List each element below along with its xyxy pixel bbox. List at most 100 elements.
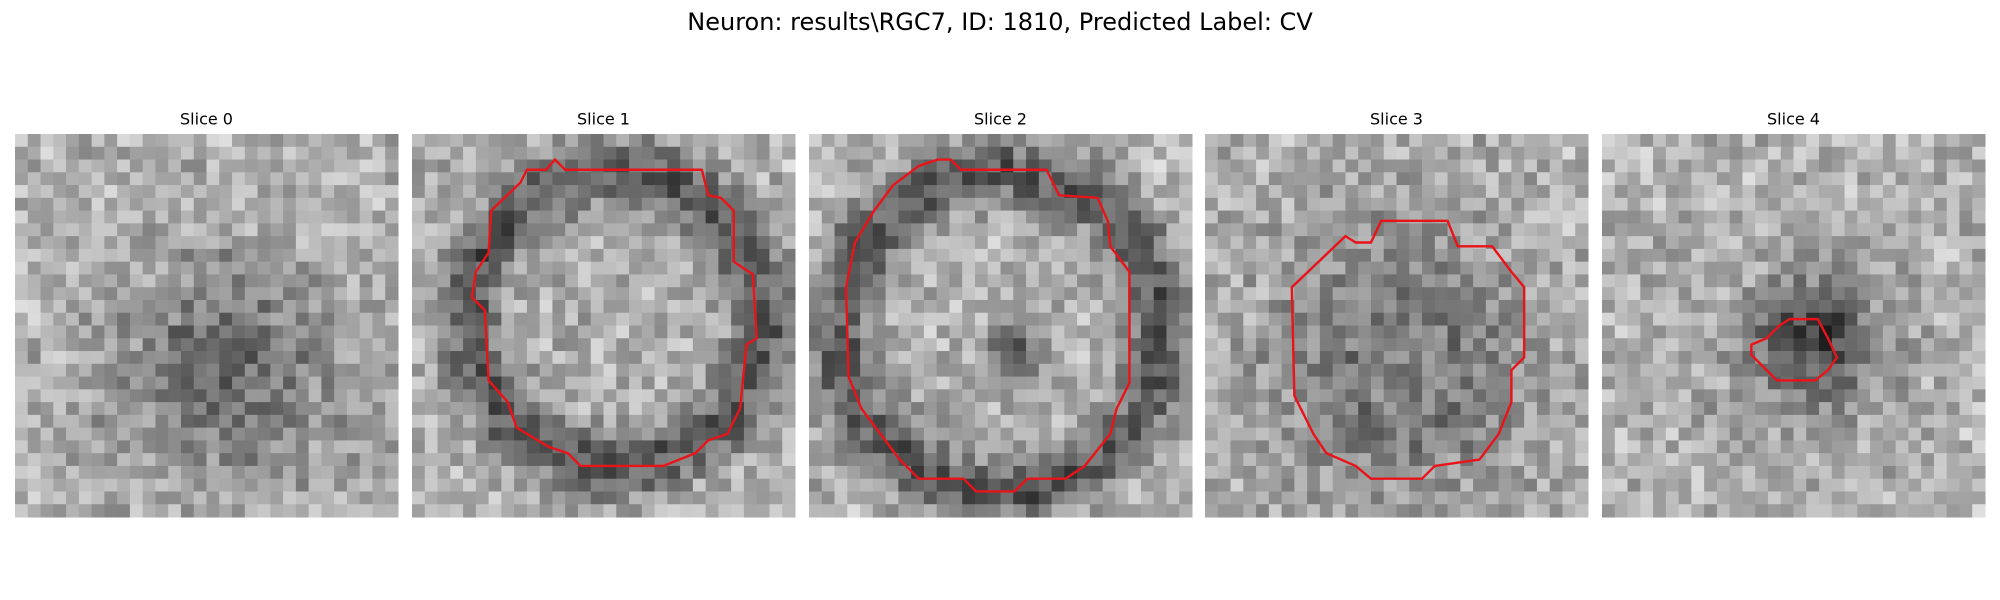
pixel: [1307, 491, 1321, 505]
pixel: [949, 287, 963, 301]
pixel: [1575, 453, 1589, 467]
pixel: [1460, 465, 1474, 480]
pixel: [475, 402, 490, 416]
pixel: [1281, 172, 1295, 186]
pixel: [1549, 197, 1563, 212]
pixel: [1691, 146, 1705, 161]
pixel: [603, 351, 617, 365]
pixel: [1870, 197, 1884, 212]
pixel: [412, 210, 426, 224]
pixel: [514, 287, 528, 301]
pixel: [539, 299, 553, 314]
pixel: [1627, 210, 1641, 224]
pixel: [1166, 427, 1180, 441]
pixel: [872, 414, 887, 429]
pixel: [244, 159, 259, 173]
pixel: [463, 427, 477, 441]
pixel: [295, 261, 310, 275]
pixel: [667, 299, 681, 314]
pixel: [526, 287, 541, 301]
pixel: [1064, 312, 1078, 327]
pixel: [1230, 338, 1244, 352]
pixel: [565, 287, 579, 301]
pixel: [680, 172, 694, 186]
pixel: [1844, 274, 1858, 288]
pixel: [1895, 402, 1909, 416]
pixel: [641, 427, 656, 441]
pixel: [155, 248, 169, 263]
pixel: [27, 134, 42, 148]
pixel: [1602, 389, 1616, 403]
pixel: [385, 363, 399, 378]
pixel: [53, 440, 67, 454]
pixel: [1409, 376, 1423, 390]
pixel: [1153, 351, 1167, 365]
pixel: [514, 414, 528, 429]
pixel: [1396, 134, 1410, 148]
pixel: [488, 172, 502, 186]
pixel: [974, 185, 989, 199]
pixel: [1549, 287, 1563, 301]
pixel: [949, 440, 963, 454]
pixel: [1780, 478, 1795, 492]
pixel: [1473, 402, 1487, 416]
pixel: [1793, 453, 1807, 467]
pixel: [1345, 376, 1359, 390]
pixel: [1498, 453, 1512, 467]
pixel: [1370, 312, 1385, 327]
pixel: [692, 185, 707, 199]
pixel: [1575, 248, 1589, 263]
pixel: [885, 312, 899, 327]
pixel: [692, 248, 707, 263]
pixel: [949, 389, 963, 403]
pixel: [949, 402, 963, 416]
pixel: [1665, 210, 1680, 224]
pixel: [1358, 427, 1372, 441]
pixel: [1780, 172, 1795, 186]
pixel: [257, 491, 271, 505]
pixel: [1844, 504, 1858, 518]
pixel: [1819, 261, 1833, 275]
pixel: [654, 261, 668, 275]
pixel: [1434, 274, 1449, 288]
pixel: [974, 414, 989, 429]
pixel: [463, 261, 477, 275]
pixel: [1536, 440, 1551, 454]
pixel: [1319, 287, 1334, 301]
pixel: [1946, 465, 1960, 480]
pixel: [1205, 491, 1219, 505]
pixel: [936, 274, 950, 288]
pixel: [244, 465, 259, 480]
pixel: [1396, 236, 1410, 250]
pixel: [539, 325, 553, 339]
pixel: [911, 338, 925, 352]
pixel: [539, 389, 553, 403]
pixel: [78, 185, 93, 199]
pixel: [1332, 134, 1346, 148]
pixel: [680, 223, 694, 237]
pixel: [15, 236, 29, 250]
pixel: [1205, 274, 1219, 288]
pixel: [539, 504, 553, 518]
pixel: [1882, 325, 1897, 339]
pixel: [1857, 389, 1871, 403]
pixel: [834, 465, 848, 480]
pixel: [1281, 465, 1295, 480]
pixel: [1294, 261, 1308, 275]
pixel: [1332, 465, 1346, 480]
pixel: [129, 261, 144, 275]
pixel: [782, 287, 796, 301]
pixel: [1755, 465, 1769, 480]
pixel: [731, 491, 745, 505]
pixel: [1921, 197, 1935, 212]
pixel: [321, 453, 335, 467]
pixel: [1256, 338, 1270, 352]
pixel: [359, 491, 373, 505]
pixel: [1345, 504, 1359, 518]
pixel: [629, 325, 643, 339]
pixel: [782, 338, 796, 352]
pixel: [834, 389, 848, 403]
pixel: [1831, 223, 1846, 237]
pixel: [1422, 453, 1436, 467]
pixel: [1704, 287, 1718, 301]
